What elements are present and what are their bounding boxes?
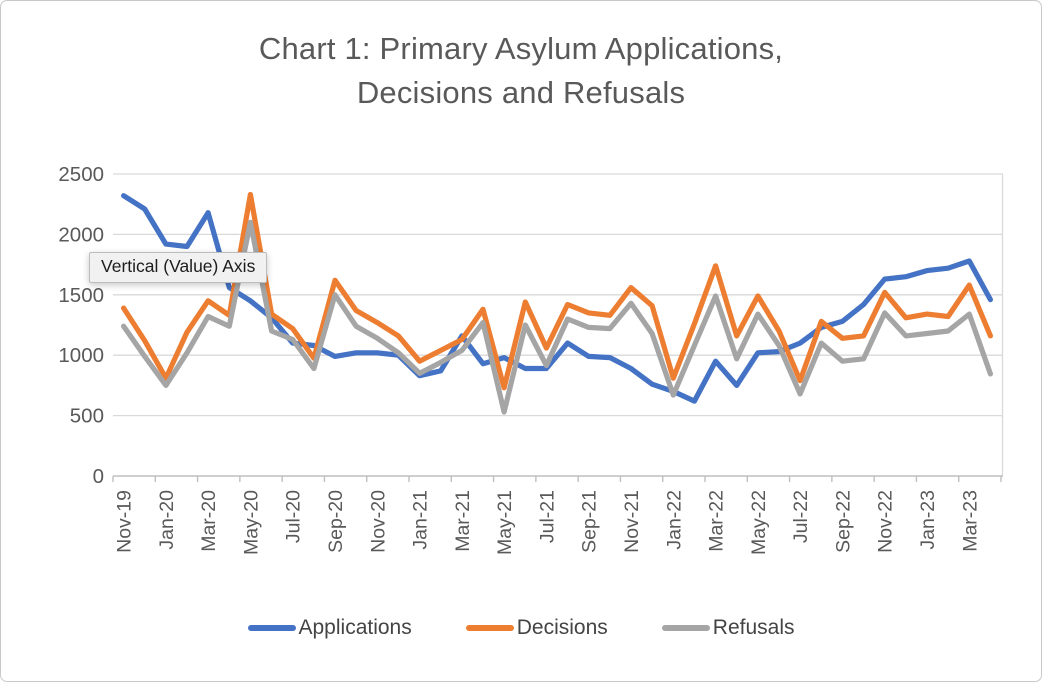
y-axis-label[interactable]: 1500	[58, 284, 104, 307]
legend-label: Refusals	[712, 616, 795, 639]
x-axis-label[interactable]: May-22	[748, 490, 770, 555]
y-axis-label[interactable]: 0	[93, 465, 104, 488]
y-axis-label[interactable]: 1000	[58, 344, 104, 367]
y-axis[interactable]: 0 500 1000 1500 2000 2500	[58, 163, 104, 488]
legend-item-refusals[interactable]: Refusals	[661, 616, 795, 640]
legend-swatch-decisions	[465, 625, 514, 631]
x-axis-label[interactable]: Mar-21	[452, 490, 474, 552]
x-axis-label[interactable]: Jan-23	[917, 490, 939, 550]
legend-label: Decisions	[516, 616, 608, 639]
x-axis-label[interactable]: Jul-21	[536, 490, 558, 543]
x-axis-label[interactable]: Nov-21	[621, 490, 643, 553]
x-axis-label[interactable]: May-21	[494, 490, 516, 555]
x-axis-label[interactable]: Sep-21	[579, 490, 601, 553]
legend-swatch-refusals	[661, 625, 710, 631]
x-axis-label[interactable]: Mar-22	[706, 490, 728, 552]
y-axis-label[interactable]: 500	[70, 405, 104, 428]
series-decisions-line[interactable]	[120, 191, 994, 391]
chart-title-line-2: Decisions and Refusals	[356, 75, 686, 110]
x-axis[interactable]: Nov-19 Jan-20 Mar-20 May-20 Jul-20 Sep-20 Nov-…	[112, 475, 1003, 555]
x-axis-label[interactable]: Sep-22	[832, 490, 854, 553]
x-axis-label[interactable]: Nov-22	[875, 490, 897, 553]
x-axis-label[interactable]: Nov-20	[367, 490, 389, 553]
chart-legend[interactable]: Applications Decisions Refusals	[1, 616, 1041, 640]
series-refusals-line[interactable]	[120, 219, 994, 415]
x-axis-label[interactable]: Jul-22	[790, 490, 812, 543]
legend-label: Applications	[298, 616, 412, 639]
chart-title[interactable]: Chart 1: Primary Asylum Applications, De…	[1, 27, 1041, 115]
x-axis-label[interactable]: Sep-20	[325, 490, 347, 553]
y-axis-label[interactable]: 2000	[58, 223, 104, 246]
x-axis-label[interactable]: Mar-23	[959, 490, 981, 552]
x-axis-label[interactable]: Jul-20	[283, 490, 305, 543]
x-axis-label[interactable]: Mar-20	[198, 490, 220, 552]
legend-item-decisions[interactable]: Decisions	[465, 616, 608, 640]
x-axis-label[interactable]: Nov-19	[114, 490, 136, 553]
gridlines	[113, 173, 1004, 476]
legend-swatch-applications	[247, 625, 296, 631]
axis-tooltip: Vertical (Value) Axis	[89, 252, 268, 283]
y-axis-label[interactable]: 2500	[58, 163, 104, 186]
x-axis-label[interactable]: Jan-22	[663, 490, 685, 550]
x-axis-label[interactable]: Jan-21	[410, 490, 432, 550]
chart-title-line-1: Chart 1: Primary Asylum Applications,	[258, 31, 784, 66]
x-axis-label[interactable]: Jan-20	[156, 490, 178, 550]
x-axis-label[interactable]: May-20	[240, 490, 262, 555]
legend-item-applications[interactable]: Applications	[247, 616, 412, 640]
